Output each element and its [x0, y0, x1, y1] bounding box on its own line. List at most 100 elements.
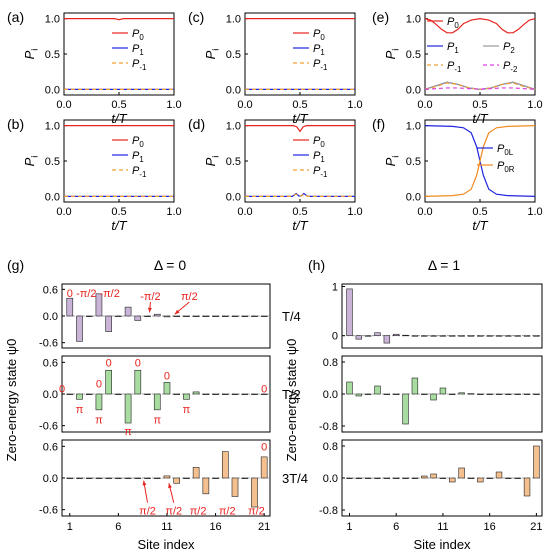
- y-tick-label: 0.0: [45, 191, 60, 203]
- bar-subplot-2: 0.8 0.0 -0.8: [319, 355, 543, 433]
- bar-site-19: [241, 477, 249, 479]
- legend-entry-main: P: [313, 58, 321, 70]
- legend-entry: P-1: [313, 165, 328, 179]
- bar-site-15: [477, 393, 484, 395]
- bar-site-17: [221, 451, 229, 479]
- bar-site-7: [402, 334, 409, 337]
- bar-site-14: [192, 391, 200, 395]
- bar-site-6: [393, 333, 400, 336]
- legend-entry: P1: [313, 150, 325, 164]
- y-axis-label-main: P: [203, 50, 218, 59]
- y-tick-label: 0.5: [45, 156, 60, 168]
- bar-site-5: [383, 393, 391, 395]
- x-tick-label: 1.0: [347, 206, 362, 218]
- phase-annotation: π/2: [165, 506, 182, 518]
- bar-site-7: [402, 393, 409, 425]
- bar-site-18: [505, 477, 512, 479]
- legend-entry: P-1: [447, 60, 462, 74]
- y-tick-label: 1.0: [45, 121, 60, 133]
- y-axis-label-group: Pi: [203, 156, 221, 167]
- legend-entry: P-1: [132, 58, 147, 72]
- bar-site-10: [430, 335, 437, 337]
- bar-site-17: [221, 393, 229, 395]
- y-axis-label: Pi: [383, 156, 401, 167]
- legend-entry: P0: [313, 28, 325, 42]
- bar-site-14: [467, 477, 475, 479]
- phase-annotation: 0: [261, 384, 267, 396]
- x-tick-label: 0.5: [472, 99, 487, 111]
- y-tick-label: 0.5: [406, 156, 421, 168]
- legend-entry: P0: [447, 16, 459, 30]
- bar-site-8: [411, 477, 419, 479]
- panel-title: Δ = 1: [428, 257, 461, 273]
- bar-site-3: [85, 315, 93, 317]
- bar-site-13: [183, 315, 190, 317]
- y-tick-label: 0.5: [45, 49, 60, 61]
- bar-site-16: [212, 393, 219, 395]
- bar-site-17: [221, 315, 229, 317]
- legend-entry-main: P: [447, 16, 455, 28]
- bar-site-11: [439, 387, 447, 395]
- phase-annotation: π/2: [190, 506, 207, 518]
- bar-site-12: [173, 315, 181, 317]
- x-axis-label: t/T: [472, 218, 488, 233]
- bar-site-18: [231, 477, 239, 497]
- bar-site-14: [467, 393, 475, 395]
- bar-site-11: [439, 477, 447, 479]
- legend-entry-main: P: [132, 58, 140, 70]
- panel-label: (f): [372, 116, 385, 132]
- bar-site-7: [402, 477, 409, 479]
- legend-entry-main: P: [313, 28, 321, 40]
- bar-site-5: [383, 477, 391, 479]
- legend-entry: P1: [313, 43, 325, 57]
- bar-site-13: [458, 467, 465, 479]
- x-tick-label: 0.0: [237, 99, 252, 111]
- y-tick-label: 0.0: [406, 191, 421, 203]
- phase-annotation: 0: [59, 384, 65, 396]
- y-axis-label: Pi: [203, 156, 221, 167]
- time-tag: T/4: [282, 309, 301, 324]
- bar-site-12: [449, 477, 456, 483]
- legend-entry: P0R: [497, 160, 515, 174]
- bar-site-9: [421, 393, 428, 395]
- panel-label: (g): [7, 257, 24, 273]
- bar-site-16: [486, 477, 493, 479]
- bar-site-21: [260, 315, 268, 317]
- x-tick-label: 11: [161, 521, 172, 533]
- x-tick-label: 11: [437, 521, 448, 533]
- x-tick-label: 1: [346, 521, 352, 533]
- y-axis-label-group: Pi: [22, 49, 40, 60]
- bar-site-2: [76, 477, 83, 479]
- x-tick-label: 6: [115, 521, 121, 533]
- bar-site-14: [192, 467, 200, 479]
- legend-entry: P1: [447, 41, 459, 55]
- y-axis-label: Pi: [203, 49, 221, 60]
- bar-site-15: [477, 477, 484, 483]
- bar-site-15: [477, 335, 484, 337]
- x-tick-label: 0.5: [111, 206, 126, 218]
- x-tick-label: 0.5: [472, 206, 487, 218]
- bar-site-6: [115, 393, 122, 395]
- bar-site-10: [430, 393, 437, 401]
- x-tick-label: 1.0: [166, 206, 181, 218]
- y-tick-label: 1.0: [226, 121, 241, 133]
- series-line-P0: [245, 125, 355, 133]
- legend-entry-sub: 1: [320, 155, 325, 164]
- bar-site-5: [105, 477, 112, 479]
- phase-annotation: π/2: [139, 506, 156, 518]
- bar-site-10: [153, 393, 161, 411]
- panel-label: (e): [372, 9, 389, 25]
- y-tick-label: -0.6: [39, 421, 58, 433]
- bar-site-13: [183, 477, 190, 479]
- y-tick-label: 0.8: [323, 441, 338, 453]
- bar-site-3: [85, 477, 93, 479]
- phase-annotation: π/2: [219, 506, 236, 518]
- x-axis-label: t/T: [111, 218, 127, 233]
- bar-site-20: [251, 315, 258, 317]
- phase-annotation: 0: [261, 441, 267, 453]
- y-axis-label-sub: i: [211, 49, 221, 51]
- x-tick-label: 1.0: [166, 99, 181, 111]
- bar-site-5: [383, 335, 391, 344]
